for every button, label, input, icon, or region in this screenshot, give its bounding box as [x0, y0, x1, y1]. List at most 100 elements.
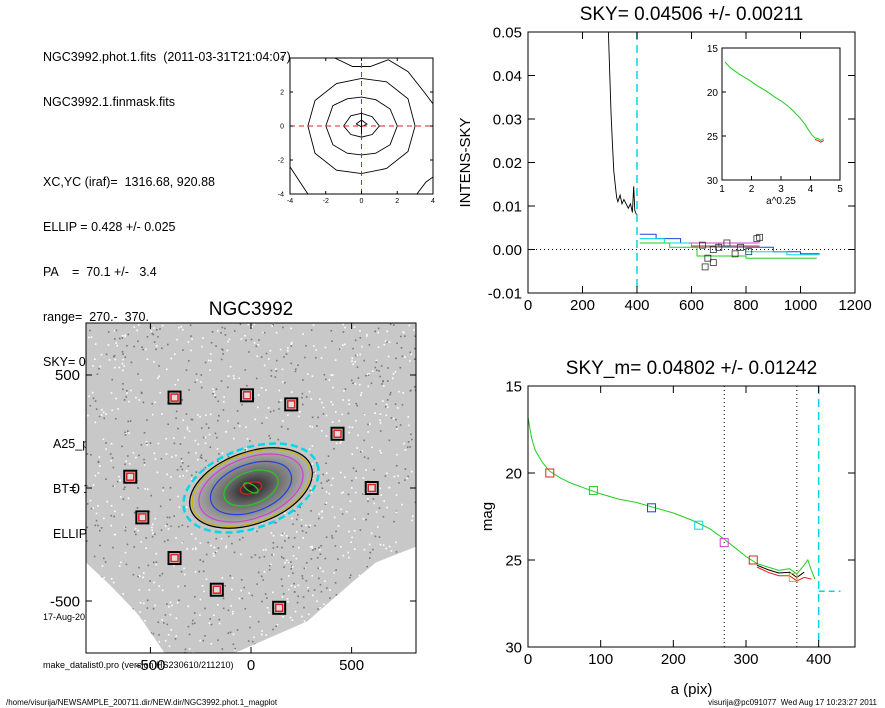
- sky-xtick-label: 1200: [838, 297, 871, 314]
- sky-title: SKY= 0.04506 +/- 0.00211: [580, 4, 804, 25]
- image-noise: [204, 361, 207, 364]
- image-noise: [112, 581, 115, 584]
- image-noise: [310, 510, 312, 512]
- sky-series-line: [639, 233, 820, 255]
- image-noise: [183, 573, 186, 576]
- image-noise: [411, 438, 413, 441]
- image-noise: [265, 352, 268, 355]
- image-noise: [142, 348, 144, 351]
- image-noise: [185, 413, 188, 415]
- image-noise: [409, 351, 411, 354]
- image-noise: [386, 399, 389, 401]
- image-noise: [302, 596, 305, 598]
- image-noise: [106, 500, 109, 503]
- image-noise: [272, 547, 275, 549]
- image-noise: [133, 531, 136, 533]
- image-noise: [252, 640, 254, 643]
- image-noise: [118, 366, 121, 369]
- image-noise: [353, 518, 356, 520]
- image-noise: [215, 537, 217, 540]
- image-noise: [382, 544, 385, 546]
- image-noise: [269, 410, 272, 413]
- image-noise: [163, 622, 165, 624]
- image-noise: [153, 581, 155, 584]
- image-noise: [127, 333, 130, 336]
- image-noise: [265, 548, 267, 551]
- image-noise: [218, 414, 220, 417]
- image-noise: [376, 526, 379, 528]
- image-noise: [119, 337, 121, 340]
- image-noise: [311, 445, 314, 447]
- image-noise: [139, 602, 142, 604]
- image-noise: [393, 475, 396, 478]
- image-noise: [334, 359, 337, 361]
- image-noise: [157, 335, 159, 338]
- image-noise: [232, 643, 235, 645]
- footer-path: /home/visurija/NEWSAMPLE_200711.dir/NEW.…: [6, 698, 278, 707]
- mask-file-line: NGC3992.1.finmask.fits: [43, 95, 175, 109]
- image-noise: [400, 347, 403, 349]
- image-noise: [292, 555, 295, 557]
- image-noise: [319, 567, 321, 569]
- image-noise: [191, 418, 194, 421]
- image-noise: [354, 360, 356, 363]
- image-noise: [220, 380, 223, 382]
- image-noise: [138, 324, 140, 326]
- image-noise: [330, 401, 332, 403]
- image-noise: [413, 386, 416, 388]
- image-noise: [367, 513, 369, 515]
- image-noise: [94, 358, 96, 360]
- image-noise: [253, 323, 255, 326]
- image-noise: [103, 417, 105, 420]
- image-noise: [237, 422, 239, 425]
- image-noise: [221, 577, 224, 579]
- image-noise: [238, 538, 241, 541]
- image-noise: [136, 329, 138, 332]
- contour-ytick-label: 2: [280, 89, 284, 96]
- image-noise: [195, 452, 197, 454]
- image-noise: [105, 413, 107, 415]
- image-noise: [268, 434, 270, 437]
- image-noise: [239, 323, 242, 325]
- image-noise: [414, 347, 416, 350]
- image-noise: [122, 383, 124, 385]
- image-noise: [380, 452, 382, 454]
- image-noise: [375, 369, 378, 372]
- image-noise: [124, 463, 126, 466]
- image-noise: [284, 512, 286, 514]
- image-noise: [280, 578, 283, 581]
- image-noise: [231, 577, 234, 579]
- image-noise: [220, 358, 223, 361]
- sky-series-line: [639, 238, 820, 256]
- image-noise: [404, 479, 406, 481]
- image-noise: [287, 349, 289, 352]
- image-noise: [240, 589, 242, 592]
- image-noise: [200, 386, 203, 389]
- image-noise: [301, 575, 304, 577]
- image-noise: [105, 353, 108, 356]
- image-blank-corner: [86, 562, 165, 653]
- image-noise: [244, 607, 247, 610]
- image-noise: [114, 358, 117, 361]
- image-noise: [124, 434, 127, 436]
- image-noise: [269, 563, 272, 566]
- contour-line: [416, 176, 433, 194]
- sky-marker: [745, 248, 753, 256]
- image-noise: [167, 539, 169, 541]
- image-noise: [199, 639, 201, 642]
- image-noise: [311, 574, 313, 577]
- mag-xtick-label: 400: [806, 651, 831, 668]
- image-noise: [173, 437, 175, 439]
- image-noise: [292, 523, 294, 525]
- image-noise: [311, 416, 314, 419]
- image-noise: [244, 369, 247, 371]
- image-noise: [361, 345, 363, 348]
- image-noise: [268, 358, 270, 360]
- image-ytick-label: 500: [55, 367, 80, 384]
- image-noise: [325, 378, 327, 381]
- sky-marker: [723, 239, 731, 247]
- image-noise: [147, 564, 150, 567]
- image-noise: [122, 353, 124, 355]
- image-noise: [378, 536, 381, 538]
- image-noise: [260, 387, 263, 389]
